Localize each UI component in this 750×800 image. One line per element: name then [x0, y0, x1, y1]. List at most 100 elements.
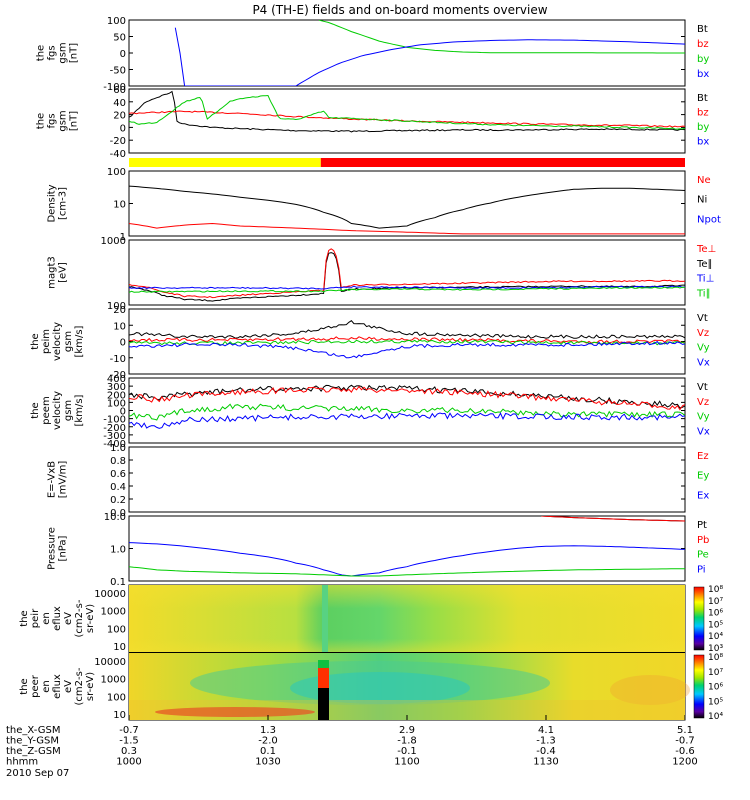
y-axis-label: the [30, 333, 41, 349]
colorbar-tick-label: 10⁴ [708, 712, 723, 722]
y-tick-label: -100 [103, 82, 126, 93]
y-axis-label: gsm [58, 110, 69, 131]
y-tick-label: 0.0 [110, 508, 126, 519]
y-tick-label: 10.0 [104, 512, 126, 523]
series-Ti∥ [129, 286, 685, 293]
colorbar-tick-label: 10⁷ [708, 597, 723, 607]
y-tick-label: 100 [107, 301, 126, 312]
y-axis-label: velocity [52, 322, 63, 361]
y-axis-label: [cm-3] [58, 187, 69, 220]
series-Te∥ [129, 252, 685, 302]
y-tick-label: 40 [113, 98, 126, 109]
legend-Vx: Vx [697, 426, 710, 437]
y-axis-label: the [36, 45, 47, 61]
series-bz [129, 110, 685, 128]
series-Vy [129, 403, 685, 421]
legend-bx: bx [697, 137, 709, 148]
colorbar-tick-label: 10³ [708, 644, 723, 654]
legend-Vz: Vz [697, 328, 709, 339]
panel-velocity-peim: 20 10 0 -10 -20 the peim velocity gsm [km/s] Vt Vz V… [30, 305, 710, 381]
legend-Vz: Vz [697, 397, 709, 408]
legend-Ti∥: Ti∥ [696, 288, 711, 299]
ephemeris-value: 0.1 [260, 746, 276, 757]
panel-mode-bar [129, 158, 685, 167]
y-axis-label: en [41, 612, 52, 625]
y-tick-label: 0.1 [110, 577, 126, 588]
series-Pe [129, 566, 685, 577]
panel-temperature: 1000 100 magt3 [eV] Te⊥ Te∥ Ti⊥ Ti∥ [47, 236, 717, 312]
legend-by: by [697, 54, 709, 65]
y-tick-label: 10000 [94, 589, 126, 600]
y-axis-label: (cm2-s- [74, 667, 85, 705]
ephemeris-value: 5.1 [677, 725, 693, 736]
ephemeris-value: -1.8 [397, 736, 417, 747]
ephemeris-value: 4.1 [538, 725, 554, 736]
ephemeris-value: -0.7 [675, 736, 695, 747]
y-axis-label: [km/s] [74, 325, 85, 357]
legend-Pi: Pi [697, 564, 706, 575]
y-axis-label: E=-VxB [47, 461, 58, 498]
ephemeris-value: -1.3 [536, 736, 556, 747]
ephemeris-value: -0.7 [119, 725, 139, 736]
legend-Te⊥: Te⊥ [696, 244, 716, 255]
legend-bz: bz [697, 108, 709, 119]
ephemeris-value: 1200 [672, 757, 697, 768]
ephemeris-value: -0.1 [397, 746, 417, 757]
legend-Ey: Ey [697, 471, 709, 482]
ephemeris-label: the_Z-GSM [6, 746, 61, 757]
series-Pi [129, 542, 685, 577]
ephemeris-label: hhmm [6, 757, 38, 768]
series-by [129, 94, 685, 130]
y-axis-label: eV [63, 612, 74, 625]
ephemeris-label: the_X-GSM [6, 725, 60, 736]
y-tick-label: -20 [110, 136, 126, 147]
legend-Ex: Ex [697, 490, 709, 501]
series-Bt [129, 90, 685, 133]
y-axis-label: gsm [58, 42, 69, 63]
y-tick-label: 50 [113, 33, 126, 44]
peir-spectrogram-image [129, 585, 685, 652]
y-axis-label: the [19, 610, 30, 626]
legend-Bt: Bt [697, 24, 708, 35]
legend-Vy: Vy [697, 412, 710, 423]
panel-fgs-gsm-full: 100 50 0 -50 -100 the fgs gsm [nT] Bt bz by bx [36, 16, 710, 93]
y-tick-label: -300 [103, 431, 126, 442]
y-axis-label: eflux [52, 674, 63, 699]
y-tick-label: 0 [120, 407, 126, 418]
y-tick-label: -40 [110, 149, 126, 160]
y-axis-label: en [41, 680, 52, 693]
panel-fgs-gsm-zoom: 60 40 200 -20 -40 the fgs gsm [nT] Bt bz by bx [36, 85, 710, 160]
y-tick-label: 20 [113, 111, 126, 122]
legend-Ni: Ni [697, 195, 707, 206]
legend-Vt: Vt [697, 382, 708, 393]
series-bx [174, 27, 685, 86]
y-tick-label: 1000 [101, 236, 126, 247]
panel-frame [128, 446, 686, 513]
y-tick-label: 100 [107, 398, 126, 409]
series-Vt [129, 320, 685, 339]
colorbar-tick-label: 10⁶ [708, 683, 723, 693]
series-Pb [541, 516, 685, 522]
ephemeris-value: -2.0 [258, 736, 278, 747]
panel-frame [128, 88, 686, 154]
y-tick-label: -50 [110, 66, 126, 77]
colorbar-tick-label: 10⁵ [708, 697, 723, 707]
y-axis-label: [km/s] [74, 394, 85, 426]
y-tick-label: 0.2 [110, 495, 126, 506]
legend-Vy: Vy [697, 343, 710, 354]
y-axis-label: eflux [52, 606, 63, 631]
ephemeris-value: 1000 [116, 757, 141, 768]
y-axis-label: peim [41, 329, 52, 354]
panel-efield: 1.0 0.8 0.6 0.4 0.2 0.0 E=-VxB [mV/m] Ez Ey Ex [47, 443, 710, 519]
y-axis-label: fgs [47, 113, 58, 128]
ephemeris-value: -1.5 [119, 736, 139, 747]
ephemeris-value: 1100 [394, 757, 419, 768]
y-tick-label: -400 [103, 439, 126, 450]
ephemeris-value: 2.9 [399, 725, 415, 736]
y-axis-label: peir [30, 608, 41, 628]
legend-Te∥: Te∥ [696, 259, 713, 270]
y-tick-label: 200 [107, 390, 126, 401]
legend-Ez: Ez [697, 451, 709, 462]
legend-bx: bx [697, 69, 709, 80]
